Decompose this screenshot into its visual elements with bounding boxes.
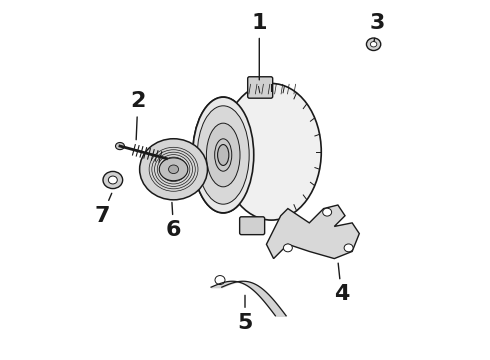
FancyBboxPatch shape	[240, 217, 265, 235]
Text: 4: 4	[334, 263, 349, 304]
Ellipse shape	[193, 97, 254, 213]
Ellipse shape	[367, 38, 381, 50]
Ellipse shape	[169, 165, 178, 174]
Text: 3: 3	[369, 13, 385, 41]
Ellipse shape	[218, 145, 229, 166]
Polygon shape	[267, 205, 359, 258]
Ellipse shape	[116, 143, 124, 150]
Ellipse shape	[323, 208, 332, 216]
Ellipse shape	[206, 123, 240, 187]
Ellipse shape	[215, 275, 225, 284]
Ellipse shape	[283, 244, 293, 252]
Ellipse shape	[108, 176, 117, 184]
FancyBboxPatch shape	[247, 77, 272, 98]
Text: 6: 6	[166, 202, 181, 240]
Ellipse shape	[103, 171, 122, 189]
Text: 7: 7	[95, 193, 112, 226]
Text: 5: 5	[237, 295, 253, 333]
Ellipse shape	[344, 244, 353, 252]
Text: 2: 2	[130, 91, 146, 140]
Ellipse shape	[215, 139, 232, 171]
Ellipse shape	[370, 41, 377, 47]
Ellipse shape	[221, 84, 321, 220]
Ellipse shape	[159, 158, 188, 181]
Ellipse shape	[140, 139, 207, 200]
Text: 1: 1	[251, 13, 267, 80]
Ellipse shape	[197, 106, 249, 204]
